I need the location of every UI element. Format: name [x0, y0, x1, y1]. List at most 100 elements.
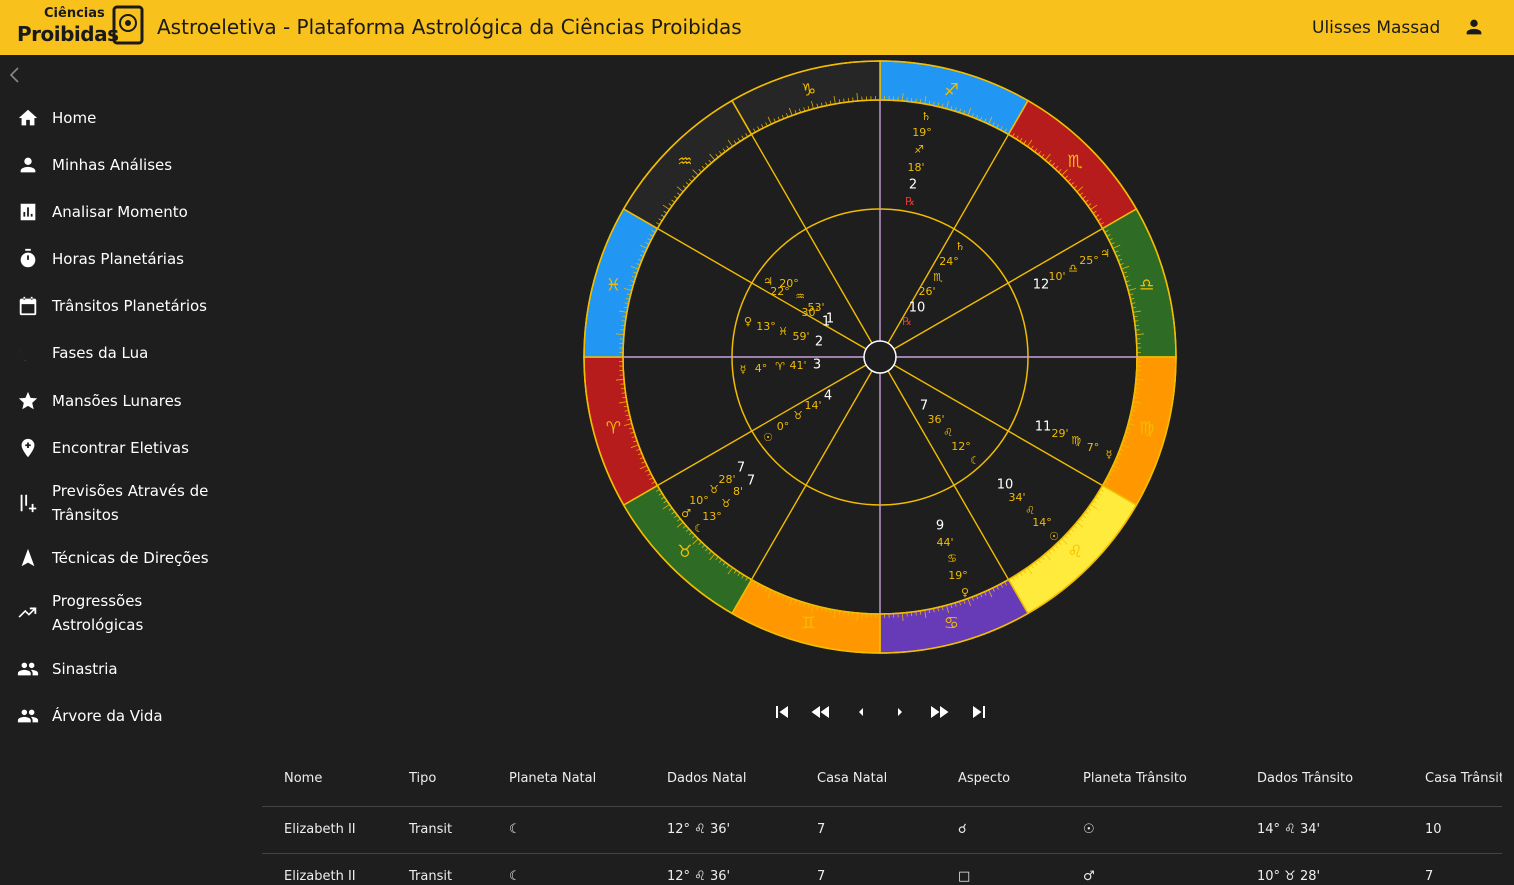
sign-glyph: ♑	[801, 80, 816, 100]
nav-item[interactable]: Analisar Momento	[17, 200, 257, 224]
chart-label: 30'	[801, 306, 818, 319]
nav-item[interactable]: Previsões Através de Trânsitos	[17, 479, 257, 527]
chart-label: ♈	[775, 360, 785, 373]
table-cell: Elizabeth II	[284, 869, 356, 884]
icon-shape	[21, 438, 35, 458]
sign-glyph: ♌	[1068, 542, 1083, 562]
nav-item[interactable]: Árvore da Vida	[17, 704, 257, 728]
chart-label: 7	[747, 474, 755, 489]
icon-shape	[20, 494, 37, 513]
ring-tick	[709, 153, 716, 161]
ring-tick	[692, 169, 699, 176]
icon-shape	[18, 607, 37, 618]
nav-icon	[17, 662, 39, 676]
house-cusp	[750, 134, 873, 344]
column-header: Tipo	[409, 771, 437, 786]
nav-icon	[20, 248, 36, 268]
chart-label: 29'	[1051, 427, 1068, 440]
chart-label: 0°	[777, 420, 790, 433]
nav-label: Encontrar Eletivas	[52, 439, 189, 457]
ring-tick	[1090, 204, 1098, 210]
collapse-button[interactable]	[6, 65, 24, 85]
chart-label: 4	[824, 389, 832, 404]
nav-item[interactable]: Progressões Astrológicas	[17, 589, 257, 637]
nav-item[interactable]: Horas Planetárias	[17, 247, 257, 271]
nav-label: Árvore da Vida	[52, 707, 163, 725]
ring-tick	[1121, 444, 1130, 448]
chart-label: ♍	[1071, 434, 1081, 447]
ring-tick	[676, 521, 684, 528]
chart-label: 19°	[948, 569, 968, 582]
first-button[interactable]	[770, 700, 794, 724]
nav-item[interactable]: Minhas Análises	[17, 153, 257, 177]
nav-item[interactable]: Sinastria	[17, 657, 257, 681]
chart-label: ☿	[1106, 448, 1113, 461]
chart-label: 12°	[951, 440, 971, 453]
icon-shape	[18, 109, 38, 126]
ring-tick	[650, 485, 658, 490]
chart-label: ☿	[740, 363, 747, 376]
forward-button[interactable]	[927, 700, 951, 724]
chart-label: 13°	[756, 320, 776, 333]
ring-tick	[709, 553, 716, 561]
ring-tick	[727, 139, 733, 147]
chart-label: 19°	[912, 126, 932, 139]
chart-label: ♀	[961, 586, 969, 599]
nav-label: Fases da Lua	[52, 344, 149, 362]
nav-item[interactable]: Fases da Lua	[17, 341, 257, 365]
previous-button[interactable]	[849, 700, 873, 724]
nav-icon	[18, 391, 38, 410]
table-cell: 10° ♉ 28'	[1257, 869, 1321, 884]
nav-label: Mansões Lunares	[52, 392, 182, 410]
next-button[interactable]	[888, 700, 912, 724]
nav-item[interactable]: Home	[17, 106, 257, 130]
chart-label: 4°	[755, 362, 768, 375]
chart-label: 12	[1033, 278, 1050, 293]
nav-icon	[18, 109, 38, 126]
table-cell: ☌	[958, 822, 967, 837]
table-cell: 10	[1425, 822, 1442, 837]
chart-label: 36'	[927, 413, 944, 426]
table-cell: 7	[817, 822, 826, 837]
table-cell: 14° ♌ 34'	[1257, 822, 1321, 837]
chart-label: 7	[920, 399, 928, 414]
chart-label: 1	[826, 312, 834, 327]
sign-glyph: ♊	[801, 614, 816, 634]
ring-tick	[650, 224, 658, 229]
last-button[interactable]	[967, 700, 991, 724]
ring-tick	[1135, 333, 1145, 335]
chart-label: ♉	[793, 409, 803, 422]
ring-tick	[662, 504, 670, 510]
ring-tick	[946, 605, 949, 614]
chart-label: 25°	[1079, 254, 1099, 267]
user-icon[interactable]	[1463, 16, 1485, 38]
table-cell: Transit	[409, 869, 453, 884]
ring-tick	[615, 379, 625, 381]
rewind-button[interactable]	[809, 700, 833, 724]
nav-label: Previsões Através de Trânsitos	[52, 482, 209, 524]
chart-label: ♋	[947, 552, 957, 565]
sign-glyph: ♎	[1139, 276, 1154, 296]
ring-tick	[924, 610, 927, 619]
app-title: Astroeletiva - Plataforma Astrológica da…	[157, 15, 742, 39]
chart-label: 7	[737, 461, 745, 476]
ring-tick	[618, 401, 627, 404]
sign-glyph: ♈	[606, 418, 621, 438]
ring-tick	[833, 95, 836, 104]
chart-label: ♐	[914, 143, 924, 156]
nav-item[interactable]: Técnicas de Direções	[17, 546, 257, 570]
sign-glyph: ♐	[944, 80, 959, 100]
nav-item[interactable]: Encontrar Eletivas	[17, 436, 257, 460]
chart-label: 11	[1035, 420, 1052, 435]
chart-label: ♎	[1068, 262, 1078, 275]
ring-tick	[747, 579, 752, 587]
nav-item[interactable]: Trânsitos Planetários	[17, 294, 257, 318]
nav-item[interactable]: Mansões Lunares	[17, 389, 257, 413]
app-bar: Ciências Proibidas Astroeletiva - Plataf…	[0, 0, 1514, 55]
user-name[interactable]: Ulisses Massad	[1312, 18, 1441, 38]
icon-shape	[20, 248, 36, 268]
chart-label: ♀	[744, 315, 752, 328]
ring-tick	[1135, 379, 1145, 381]
column-header: Aspecto	[958, 771, 1011, 786]
